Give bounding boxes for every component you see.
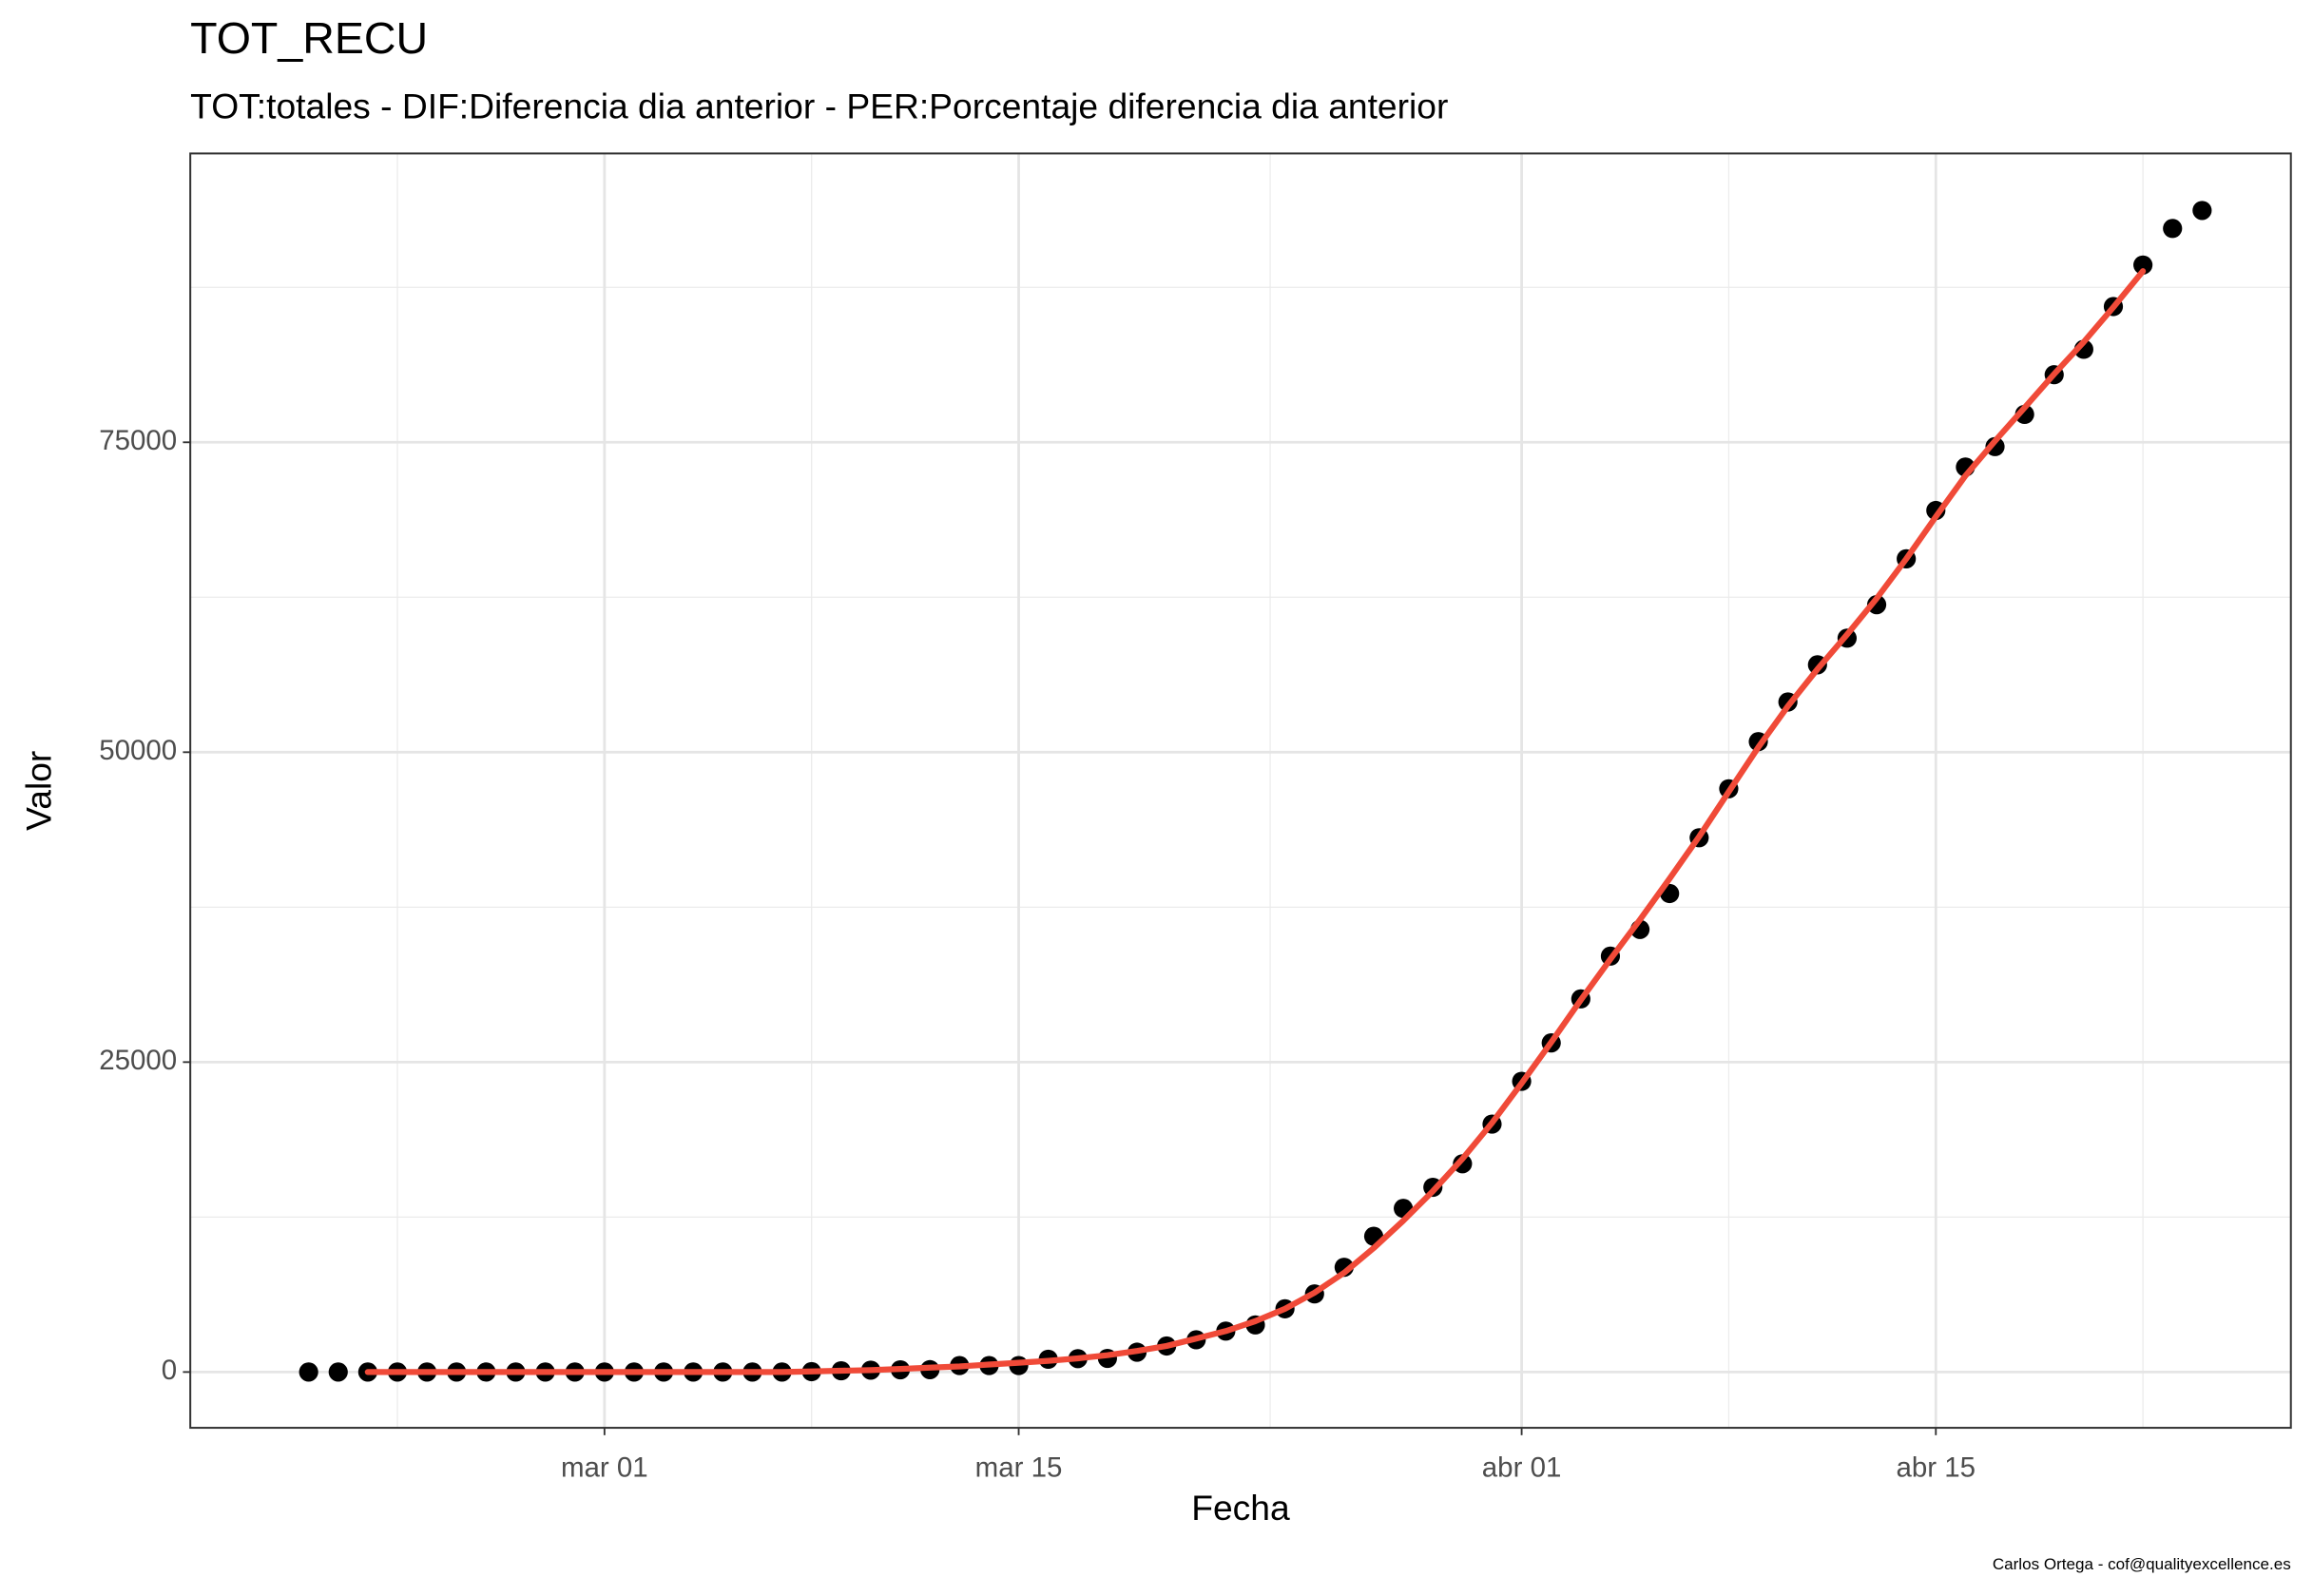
y-tick-label: 0: [162, 1355, 177, 1386]
panel-background: [190, 153, 2291, 1429]
x-tick-label: mar 01: [561, 1452, 648, 1483]
point: [299, 1362, 318, 1382]
chart-subtitle: TOT:totales - DIF:Diferencia dia anterio…: [190, 87, 1448, 126]
y-tick-label: 25000: [99, 1045, 177, 1076]
y-tick-label: 50000: [99, 735, 177, 766]
point: [2192, 201, 2212, 221]
y-tick-label: 75000: [99, 425, 177, 456]
trend-line: [364, 268, 2147, 1375]
point: [2163, 219, 2183, 239]
caption: Carlos Ortega - cof@qualityexcellence.es: [1993, 1555, 2291, 1573]
point: [328, 1362, 348, 1382]
x-tick-label: abr 01: [1482, 1452, 1562, 1483]
panel-border: [189, 152, 2292, 1430]
x-tick-label: abr 15: [1896, 1452, 1976, 1483]
x-tick-label: mar 15: [975, 1452, 1063, 1483]
chart-title: TOT_RECU: [190, 13, 428, 63]
point: [2133, 255, 2153, 275]
y-axis-label: Valor: [18, 751, 58, 831]
x-axis-label: Fecha: [1191, 1488, 1290, 1528]
point: [1453, 1154, 1473, 1174]
point: [1985, 436, 2005, 456]
